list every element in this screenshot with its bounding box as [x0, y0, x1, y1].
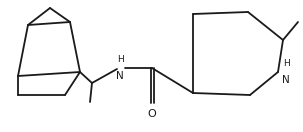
Text: N: N [116, 71, 124, 81]
Text: O: O [148, 109, 156, 119]
Text: H: H [283, 59, 290, 68]
Text: H: H [117, 55, 123, 64]
Text: N: N [282, 75, 290, 85]
